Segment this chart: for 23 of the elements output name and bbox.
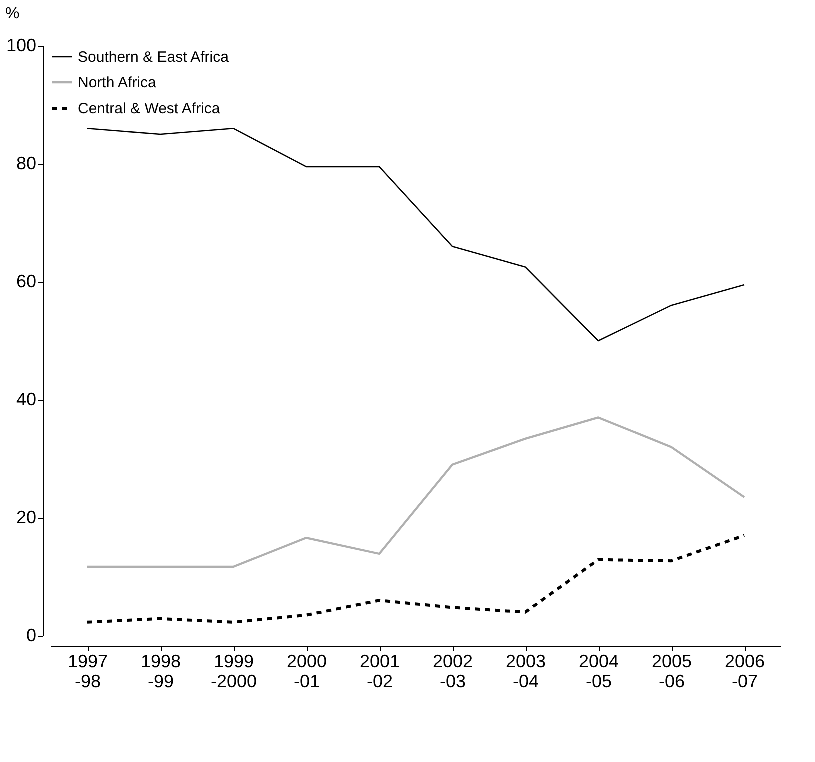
- x-tick-label: 1999 -2000: [210, 652, 258, 692]
- line-series: [86, 416, 746, 568]
- y-tick-label: 0: [26, 626, 36, 646]
- x-tick-label: 1997 -98: [68, 652, 108, 692]
- line-series: [86, 534, 746, 624]
- y-tick-label: 40: [16, 390, 36, 410]
- x-tick-label: 2000 -01: [286, 652, 328, 692]
- y-tick-label: 100: [6, 36, 36, 56]
- y-tick-label: 80: [16, 154, 36, 174]
- legend-label: Central & West Africa: [78, 100, 221, 118]
- x-tick-label: 2003 -04: [506, 652, 546, 692]
- x-tick-label: 2002 -03: [432, 652, 474, 692]
- x-tick-label: 2006 -07: [724, 652, 766, 692]
- x-tick-label: 2001 -02: [360, 652, 400, 692]
- line-series: [86, 128, 746, 342]
- y-tick-label: 60: [16, 272, 36, 292]
- x-tick-label: 2004 -05: [578, 652, 620, 692]
- y-axis-title: %: [6, 6, 20, 22]
- x-tick-label: 2005 -06: [652, 652, 692, 692]
- x-tick-label: 1998 -99: [140, 652, 182, 692]
- legend-label: Southern & East Africa: [78, 49, 230, 66]
- y-tick-label: 20: [16, 508, 36, 528]
- legend-label: North Africa: [78, 74, 158, 92]
